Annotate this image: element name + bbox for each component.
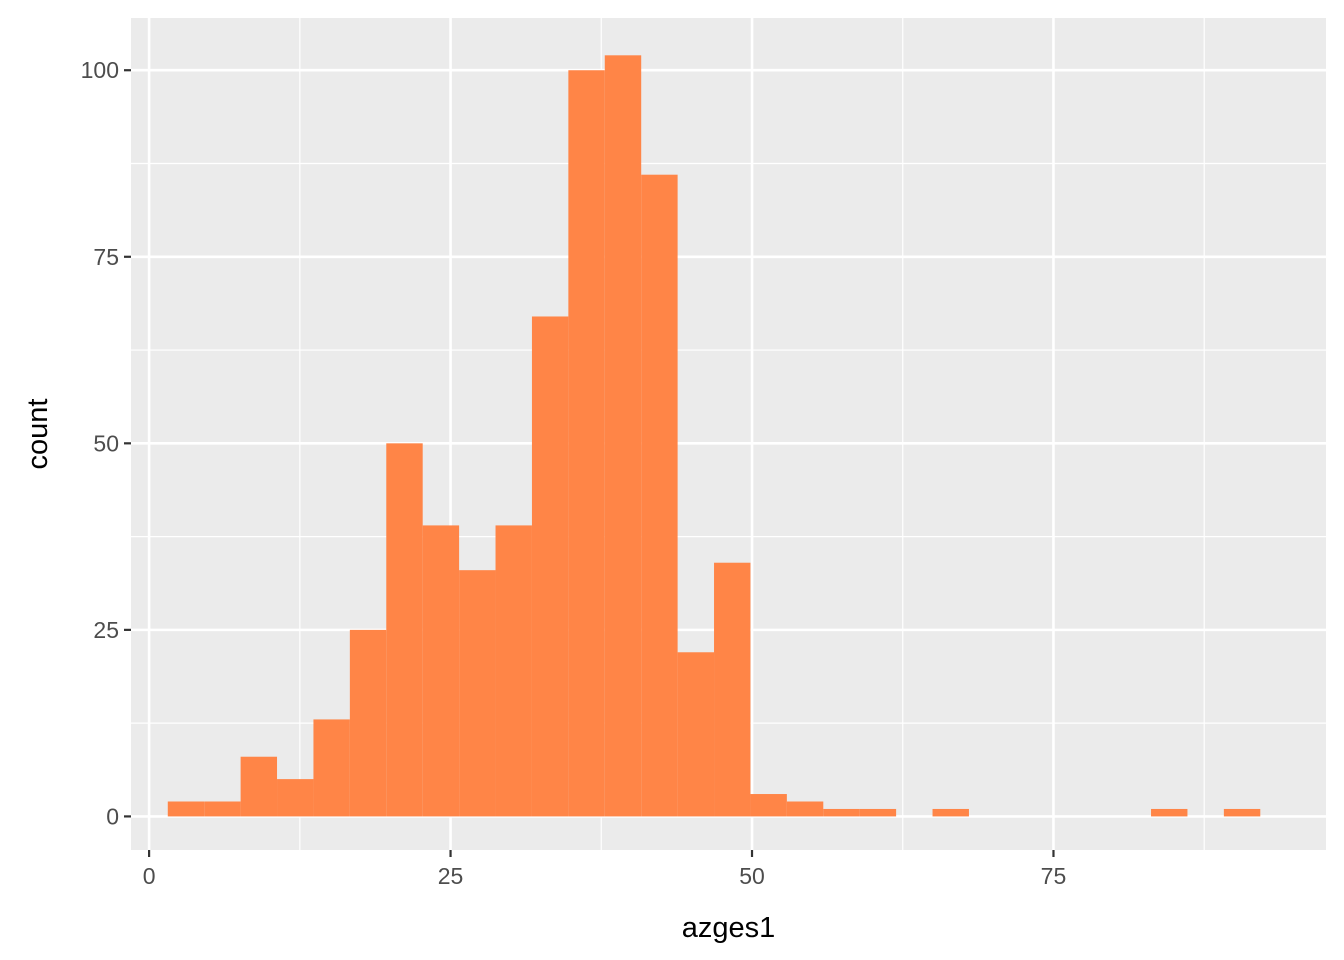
x-axis-title: azges1	[682, 912, 776, 944]
histogram-bar	[750, 794, 787, 817]
histogram-bar	[531, 316, 569, 817]
histogram-bar	[1151, 808, 1188, 817]
histogram-bar	[313, 719, 350, 817]
x-tick-label: 25	[438, 863, 464, 889]
y-tick-label: 25	[93, 617, 119, 643]
x-tick-label: 75	[1041, 863, 1067, 889]
histogram-bar	[641, 174, 678, 817]
histogram-bar	[568, 70, 605, 817]
x-tick-label: 50	[739, 863, 765, 889]
histogram-bar	[932, 808, 969, 817]
histogram-bar	[495, 525, 532, 817]
y-tick-label: 75	[93, 244, 119, 270]
histogram-bar	[240, 756, 278, 817]
histogram-bar	[349, 629, 387, 817]
histogram-bar	[422, 525, 460, 817]
histogram-bar	[386, 443, 423, 817]
histogram-bar	[167, 801, 205, 817]
histogram-bar	[459, 570, 496, 817]
histogram-bar	[823, 808, 860, 817]
y-tick-label: 100	[81, 57, 119, 83]
histogram-bar	[859, 808, 897, 817]
y-tick-label: 50	[93, 430, 119, 456]
x-axis: 0 25 50 75	[143, 850, 1067, 889]
histogram-bar	[786, 801, 824, 817]
histogram-bar	[1223, 808, 1261, 817]
histogram-bars	[167, 55, 1261, 817]
y-axis-title: count	[22, 399, 54, 470]
histogram-bar	[204, 801, 241, 817]
histogram-bar	[277, 779, 314, 817]
histogram-bar	[604, 55, 642, 817]
histogram-bar	[714, 562, 751, 817]
y-axis: 0 25 50 75 100	[81, 57, 131, 829]
y-tick-label: 0	[106, 803, 119, 829]
histogram-bar	[677, 652, 715, 817]
x-tick-label: 0	[143, 863, 156, 889]
